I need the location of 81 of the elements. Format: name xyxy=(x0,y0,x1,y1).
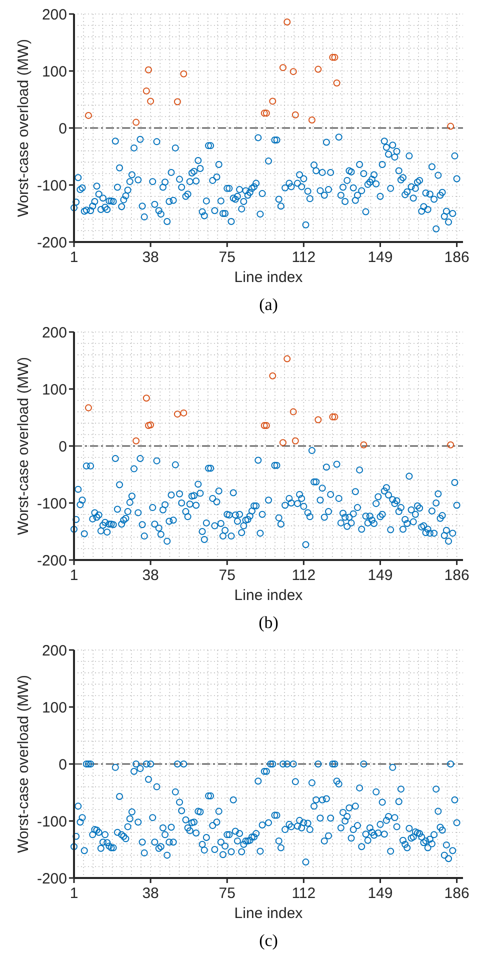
x-tick-label: 38 xyxy=(142,567,159,584)
point xyxy=(84,112,92,119)
point xyxy=(147,421,154,428)
y-tick-label: -200 xyxy=(36,234,67,252)
point xyxy=(447,441,454,448)
x-tick-label: 38 xyxy=(142,249,159,266)
y-tick-label: 0 xyxy=(58,756,67,774)
point xyxy=(269,372,276,380)
y-tick-label: -100 xyxy=(36,177,67,194)
x-axis-title: Line index xyxy=(234,587,304,604)
point xyxy=(331,54,338,61)
point xyxy=(292,111,299,118)
point xyxy=(284,355,291,362)
point xyxy=(147,98,154,105)
y-axis-title: Worst-case overload (MW) xyxy=(15,674,32,854)
point xyxy=(329,413,336,420)
x-tick-label: 186 xyxy=(444,885,470,902)
point xyxy=(290,408,297,416)
y-tick-label: 200 xyxy=(42,324,67,342)
point xyxy=(144,66,152,74)
point xyxy=(279,439,286,446)
point xyxy=(142,394,150,402)
y-tick-label: 100 xyxy=(42,381,67,398)
x-tick-label: 149 xyxy=(368,885,393,902)
point xyxy=(447,122,454,130)
point xyxy=(269,98,276,105)
y-tick-label: -200 xyxy=(36,870,67,888)
point xyxy=(174,98,181,106)
point xyxy=(180,409,188,416)
text: (c) xyxy=(259,931,278,950)
point xyxy=(142,87,150,94)
x-tick-label: 75 xyxy=(218,567,236,584)
point xyxy=(329,54,336,61)
x-tick-label: 75 xyxy=(218,885,236,902)
y-axis-title: Worst-case overload (MW) xyxy=(15,356,32,536)
x-tick-label: 112 xyxy=(292,249,316,266)
point xyxy=(260,110,268,117)
x-tick-label: 149 xyxy=(368,567,393,584)
point xyxy=(314,416,322,424)
x-tick-label: 112 xyxy=(292,567,316,584)
point xyxy=(314,66,322,73)
point xyxy=(260,422,268,429)
point xyxy=(180,70,188,78)
point xyxy=(331,413,338,420)
y-tick-label: 200 xyxy=(42,6,67,24)
point xyxy=(333,79,340,86)
point xyxy=(308,116,316,124)
point xyxy=(262,422,270,429)
x-tick-label: 1 xyxy=(70,885,78,902)
text: (a) xyxy=(259,295,278,314)
y-tick-label: -100 xyxy=(36,495,67,512)
point xyxy=(262,110,270,117)
x-tick-label: 186 xyxy=(444,567,470,584)
x-tick-label: 1 xyxy=(70,567,78,584)
x-tick-label: 75 xyxy=(218,249,236,266)
point xyxy=(290,68,297,76)
y-tick-label: -200 xyxy=(36,552,67,570)
y-tick-label: 100 xyxy=(42,699,67,716)
text: (b) xyxy=(258,613,278,632)
point xyxy=(360,441,368,448)
x-tick-label: 149 xyxy=(368,249,393,266)
point xyxy=(144,422,152,429)
y-tick-label: 200 xyxy=(42,642,67,660)
point xyxy=(174,410,181,418)
y-axis-title: Worst-case overload (MW) xyxy=(15,38,32,218)
point xyxy=(132,118,140,126)
x-axis-title: Line index xyxy=(234,269,304,286)
y-tick-label: 0 xyxy=(58,438,67,456)
x-tick-label: 112 xyxy=(292,885,316,902)
x-axis-title: Line index xyxy=(234,905,304,922)
x-tick-label: 186 xyxy=(444,249,470,266)
x-tick-label: 38 xyxy=(142,885,159,902)
y-tick-label: 0 xyxy=(58,120,67,138)
y-tick-label: 100 xyxy=(42,63,67,80)
x-tick-label: 1 xyxy=(70,249,78,266)
point xyxy=(279,64,286,72)
y-tick-label: -100 xyxy=(36,813,67,830)
point xyxy=(292,437,299,444)
point xyxy=(132,437,140,444)
point xyxy=(84,404,92,412)
point xyxy=(284,18,291,26)
